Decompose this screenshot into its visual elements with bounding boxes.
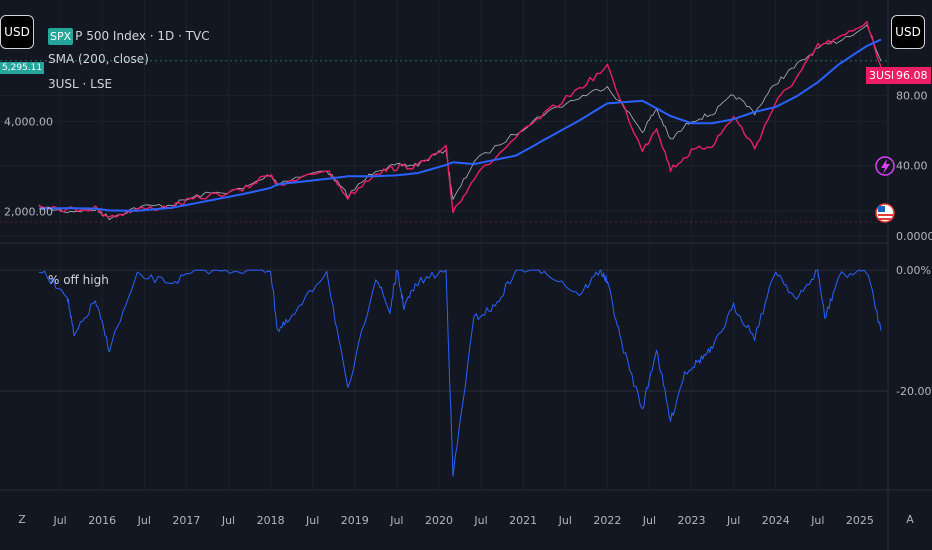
time-tick-label: 2024 [762,514,790,527]
auto-scale-button[interactable]: A [906,512,914,526]
time-tick-label: Jul [221,514,235,527]
right-price-tick-label: 80.00 [896,89,928,102]
time-tick-label: Jul [389,514,403,527]
indicator-tick-label: 0.00% [896,264,931,277]
left-currency-button[interactable]: USD [0,15,34,49]
zoom-button[interactable]: Z [18,512,26,526]
us-flag-icon [875,203,895,223]
time-tick-label: 2019 [341,514,369,527]
3usl-series-line [38,20,882,218]
right-currency-button[interactable]: USD [891,15,925,49]
flag-icon-canton [878,206,885,212]
time-tick-label: 2017 [172,514,200,527]
right-price-tick-label: 40.00 [896,160,928,173]
time-tick-label: 2018 [257,514,285,527]
flash-icon-bolt [881,159,890,174]
time-tick-label: 2020 [425,514,453,527]
flash-icon [875,156,895,176]
time-tick-label: 2025 [846,514,874,527]
time-tick-label: Jul [137,514,151,527]
legend-sma[interactable]: SMA (200, close) [48,52,149,66]
time-tick-label: Jul [52,514,66,527]
indicator-tick-label: -20.00% [896,385,932,398]
time-tick-label: 2016 [88,514,116,527]
right-price-tick-label: 0.0000 [896,230,932,243]
axes: Jul 2016 Jul 2017 Jul 2018 Jul 2019 Jul 2020 Jul 20… [4,89,932,527]
left-price-tick-label: 2,000.00 [4,205,53,218]
sma-series-line [38,38,882,212]
time-tick-label: 2023 [678,514,706,527]
time-tick-label: Jul [473,514,487,527]
spx-series-line [38,24,882,221]
legend-main-series[interactable]: SPX P 500 Index · 1D · TVC [48,28,210,45]
price-pane[interactable] [38,20,882,221]
time-tick-label: Jul [642,514,656,527]
spx-symbol-badge: SPX [48,28,74,45]
3usl-last-price-tag: 96.08 [893,67,931,84]
spx-last-price-tag: 5,295.11 [0,62,45,74]
time-tick-label: Jul [726,514,740,527]
time-tick-label: Jul [558,514,572,527]
indicator-pane[interactable] [38,269,882,477]
time-tick-label: Jul [305,514,319,527]
legend-main-label: P 500 Index · 1D · TVC [75,29,210,43]
legend-off-high[interactable]: % off high [48,273,109,287]
time-tick-label: Jul [810,514,824,527]
left-price-tick-label: 4,000.00 [4,115,53,128]
off-high-series-line [38,269,882,477]
time-tick-label: 2021 [509,514,537,527]
legend-3usl[interactable]: 3USL · LSE [48,77,113,91]
3usl-symbol-tag: 3USL [866,67,901,84]
time-tick-label: 2022 [593,514,621,527]
